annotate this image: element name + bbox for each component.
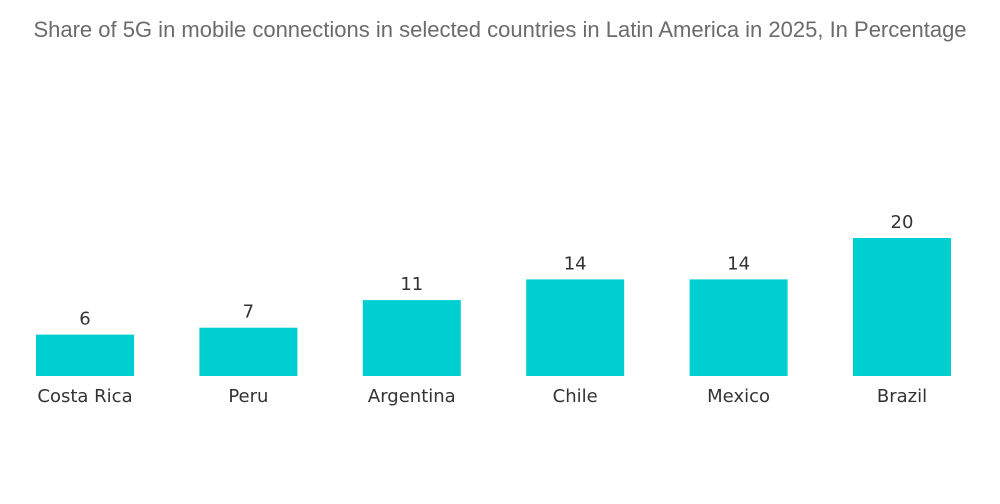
bar-peru: [199, 327, 298, 376]
bar-chile: [526, 279, 625, 376]
category-label-peru: Peru: [228, 386, 268, 407]
category-label-mexico: Mexico: [707, 386, 770, 407]
value-label-costa-rica: 6: [79, 309, 90, 330]
category-label-costa-rica: Costa Rica: [37, 386, 132, 407]
bar-argentina: [362, 300, 461, 376]
chart-title: Share of 5G in mobile connections in sel…: [33, 17, 967, 42]
bar-costa-rica: [36, 334, 134, 376]
value-label-peru: 7: [243, 302, 254, 323]
category-label-brazil: Brazil: [877, 386, 927, 407]
value-label-mexico: 14: [727, 253, 750, 274]
category-label-argentina: Argentina: [368, 386, 456, 407]
category-labels-group: Costa Rica Peru Argentina Chile Mexico Brazil: [37, 386, 927, 407]
value-labels-group: 6 7 11 14 14 20: [79, 212, 913, 330]
bar-brazil: [853, 238, 951, 376]
value-label-brazil: 20: [891, 212, 914, 233]
bars-group: [36, 238, 951, 376]
value-label-argentina: 11: [400, 274, 423, 295]
category-label-chile: Chile: [553, 386, 598, 407]
bar-mexico: [689, 279, 788, 376]
value-label-chile: 14: [564, 253, 587, 274]
